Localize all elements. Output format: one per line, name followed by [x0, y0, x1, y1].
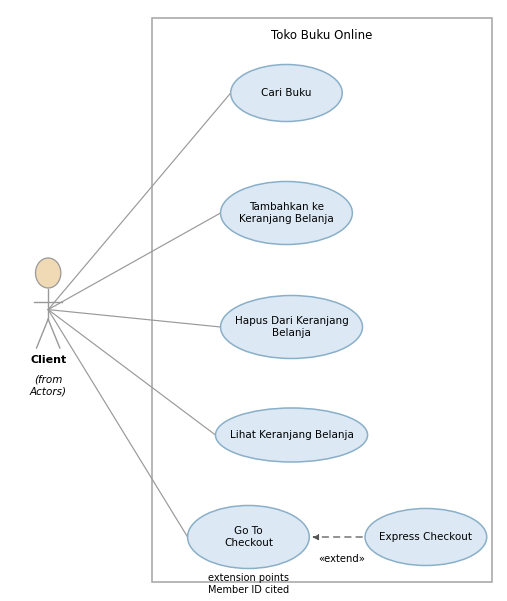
Bar: [152, 18, 492, 582]
Text: Tambahkan ke
Keranjang Belanja: Tambahkan ke Keranjang Belanja: [239, 202, 334, 224]
Text: Go To
Checkout: Go To Checkout: [224, 526, 273, 548]
Text: Lihat Keranjang Belanja: Lihat Keranjang Belanja: [230, 430, 353, 440]
Text: Express Checkout: Express Checkout: [379, 532, 473, 542]
Ellipse shape: [365, 508, 487, 566]
Ellipse shape: [221, 182, 352, 245]
Ellipse shape: [188, 505, 309, 569]
Text: extension points
Member ID cited: extension points Member ID cited: [208, 573, 289, 595]
Ellipse shape: [231, 64, 342, 121]
Ellipse shape: [221, 296, 363, 358]
Text: Toko Buku Online: Toko Buku Online: [271, 29, 373, 42]
Ellipse shape: [215, 408, 368, 462]
Text: «extend»: «extend»: [319, 554, 366, 564]
Text: Cari Buku: Cari Buku: [261, 88, 312, 98]
Text: Hapus Dari Keranjang
Belanja: Hapus Dari Keranjang Belanja: [235, 316, 348, 338]
Text: Client: Client: [30, 355, 66, 365]
Circle shape: [35, 258, 61, 288]
Text: (from
Actors): (from Actors): [30, 375, 66, 397]
